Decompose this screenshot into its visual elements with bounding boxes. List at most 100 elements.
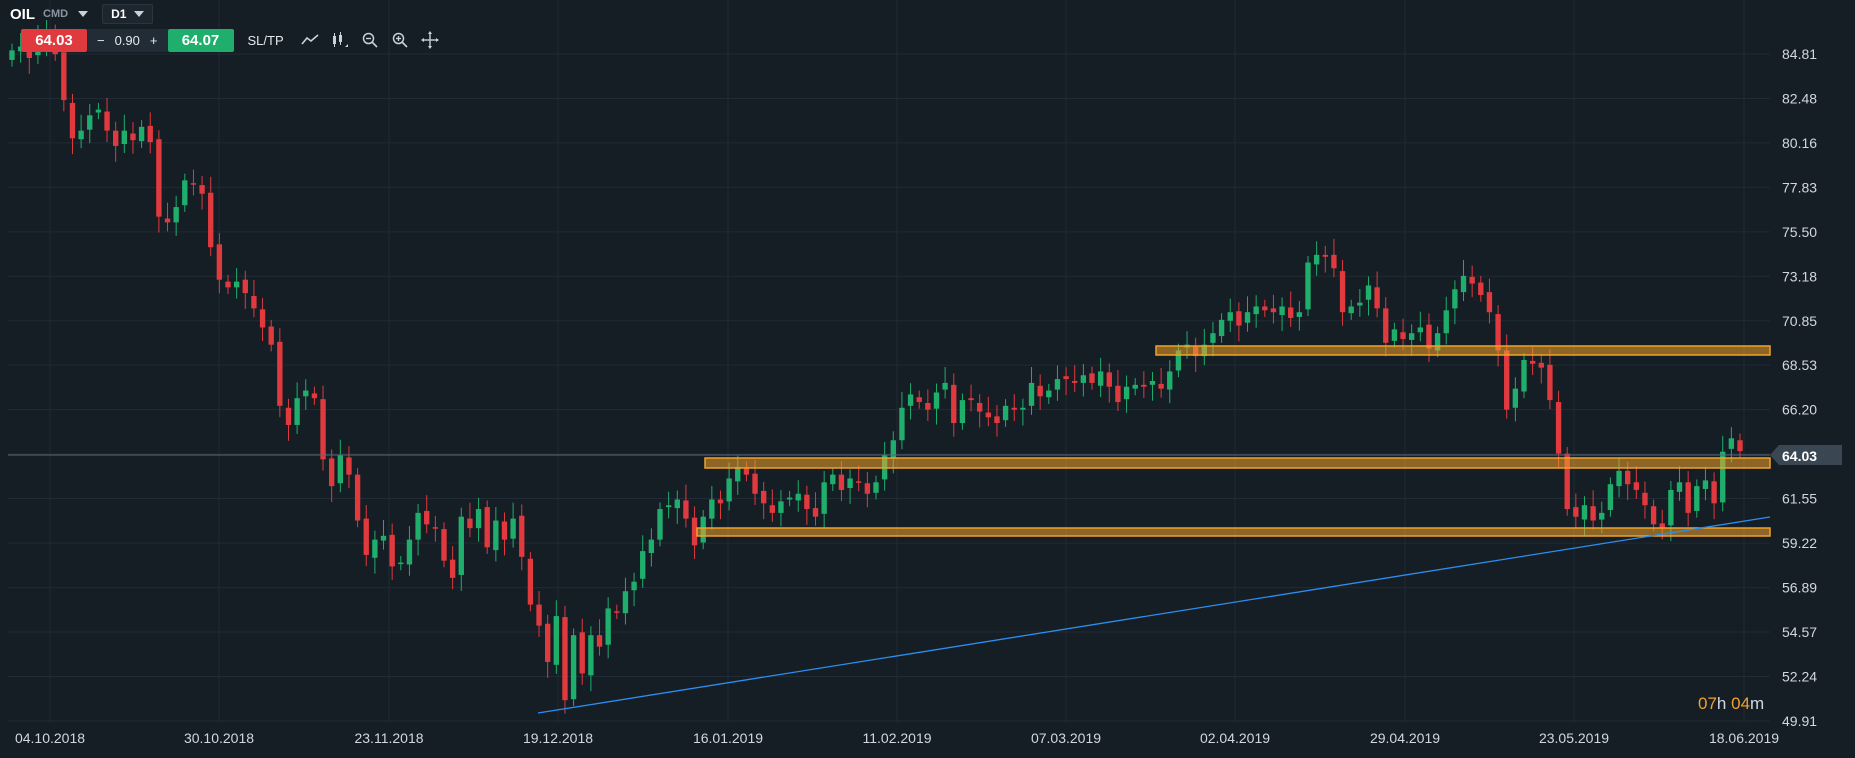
candle bbox=[907, 383, 914, 420]
crosshair-icon[interactable] bbox=[420, 30, 440, 50]
line-chart-icon[interactable] bbox=[300, 30, 320, 50]
y-tick-label: 84.81 bbox=[1782, 46, 1817, 62]
candle bbox=[916, 390, 922, 409]
candle bbox=[709, 485, 715, 530]
candle-body bbox=[786, 497, 793, 500]
candle bbox=[1020, 398, 1026, 426]
candle bbox=[121, 114, 127, 153]
candle-body bbox=[1728, 438, 1735, 449]
candle bbox=[225, 274, 231, 295]
candle bbox=[977, 393, 983, 428]
candle bbox=[605, 597, 611, 659]
candle bbox=[864, 471, 871, 508]
candle bbox=[1573, 493, 1579, 528]
candle-body bbox=[1331, 254, 1337, 269]
candle-body bbox=[596, 635, 603, 647]
candle bbox=[1633, 466, 1639, 499]
sell-button[interactable]: 64.03 bbox=[21, 29, 87, 52]
volume-stepper[interactable]: − 0.90 + bbox=[87, 29, 168, 52]
candle-body bbox=[406, 539, 413, 565]
candle-body bbox=[519, 515, 525, 557]
candle bbox=[683, 484, 689, 528]
countdown-hours-unit: h bbox=[1716, 694, 1727, 713]
candle bbox=[588, 626, 594, 692]
candle bbox=[104, 97, 110, 142]
candle bbox=[1080, 363, 1087, 397]
candle-body bbox=[553, 616, 559, 665]
candle bbox=[1374, 271, 1380, 318]
trendline[interactable] bbox=[537, 516, 1771, 714]
grid-lines bbox=[8, 0, 1770, 722]
candle-body bbox=[1357, 302, 1363, 306]
candle-body bbox=[1236, 311, 1242, 326]
candle bbox=[182, 173, 188, 212]
candle bbox=[346, 446, 352, 489]
candle bbox=[1097, 357, 1104, 398]
zoom-out-icon[interactable] bbox=[360, 30, 380, 50]
candle-body bbox=[242, 279, 248, 294]
x-tick-label: 16.01.2019 bbox=[693, 730, 763, 746]
timeframe-selector[interactable]: D1 bbox=[102, 4, 154, 24]
increase-volume-button[interactable]: + bbox=[149, 33, 158, 48]
symbol-dropdown-icon[interactable] bbox=[78, 11, 89, 17]
candle bbox=[1002, 399, 1009, 427]
candle-body bbox=[475, 509, 482, 529]
candle bbox=[804, 485, 810, 525]
candle bbox=[1089, 366, 1095, 390]
candle bbox=[493, 506, 499, 562]
zoom-in-icon[interactable] bbox=[390, 30, 410, 50]
candle-body bbox=[1296, 312, 1303, 317]
candle bbox=[1348, 299, 1354, 320]
candles-icon[interactable] bbox=[330, 30, 350, 50]
candle-body bbox=[1521, 359, 1527, 392]
candle-body bbox=[251, 295, 257, 309]
x-tick-label: 18.06.2019 bbox=[1709, 730, 1779, 746]
x-tick-label: 19.12.2018 bbox=[523, 730, 593, 746]
sltp-button[interactable]: SL/TP bbox=[247, 33, 284, 48]
candle bbox=[1132, 378, 1138, 396]
candle-body bbox=[890, 440, 896, 458]
symbol-name[interactable]: OIL bbox=[10, 5, 35, 23]
symbol-type: CMD bbox=[43, 8, 69, 20]
candle bbox=[674, 490, 680, 524]
candle bbox=[449, 546, 456, 590]
candle-body bbox=[294, 398, 300, 425]
support-resistance-zones[interactable] bbox=[696, 345, 1771, 537]
candle-body bbox=[648, 539, 655, 554]
candle bbox=[1486, 278, 1493, 324]
resistance-zone-upper[interactable] bbox=[1155, 345, 1771, 356]
candle bbox=[622, 577, 629, 625]
candle-body bbox=[856, 481, 862, 483]
candle bbox=[337, 439, 343, 493]
candle-body bbox=[1313, 254, 1320, 265]
candle-body bbox=[1469, 276, 1475, 284]
candle-body bbox=[795, 493, 801, 501]
chart-toolbar: OIL CMD D1 64.03 − 0.90 + 64.07 SL/TP bbox=[0, 0, 520, 60]
candle bbox=[208, 176, 214, 257]
candle bbox=[251, 280, 257, 318]
candle bbox=[812, 492, 819, 526]
candle bbox=[830, 467, 836, 491]
candle-body bbox=[1478, 282, 1484, 295]
candle-body bbox=[1409, 333, 1415, 340]
x-tick-label: 11.02.2019 bbox=[862, 730, 931, 746]
volume-value[interactable]: 0.90 bbox=[114, 33, 140, 48]
candle bbox=[138, 120, 145, 148]
candle bbox=[1702, 466, 1709, 501]
candle-body bbox=[1089, 373, 1095, 383]
support-zone-lower[interactable] bbox=[696, 527, 1771, 537]
resistance-zone-middle[interactable] bbox=[704, 457, 1771, 469]
candle-body bbox=[847, 478, 853, 489]
candle bbox=[216, 233, 223, 294]
buy-button[interactable]: 64.07 bbox=[167, 29, 234, 52]
candle bbox=[424, 495, 430, 534]
decrease-volume-button[interactable]: − bbox=[97, 33, 105, 48]
candle bbox=[199, 176, 205, 210]
candle-body bbox=[907, 394, 914, 406]
candle-body bbox=[1020, 407, 1026, 410]
candle bbox=[562, 605, 568, 714]
candle-body bbox=[1322, 254, 1328, 257]
x-tick-label: 02.04.2019 bbox=[1200, 730, 1270, 746]
candle-body bbox=[1573, 507, 1579, 517]
